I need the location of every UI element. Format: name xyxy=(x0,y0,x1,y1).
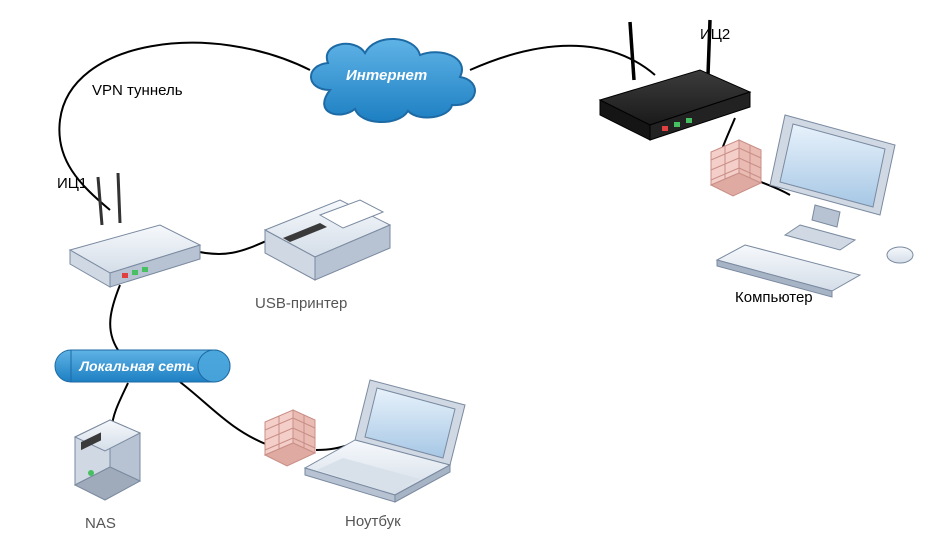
vpn-tunnel-label: VPN туннель xyxy=(92,82,183,99)
firewall2-icon xyxy=(711,140,761,196)
usb-printer-label: USB-принтер xyxy=(255,295,347,312)
connection-edge xyxy=(110,285,120,350)
computer-icon xyxy=(717,115,913,297)
connection-edge xyxy=(112,383,128,428)
laptop-label: Ноутбук xyxy=(345,513,401,530)
lan-pill-label: Локальная сеть xyxy=(78,358,194,374)
ic2-label: ИЦ2 xyxy=(700,26,730,43)
nas-icon xyxy=(75,420,140,500)
laptop-icon xyxy=(305,380,465,502)
firewall1-icon xyxy=(265,410,315,466)
connection-edge xyxy=(59,43,310,210)
printer-icon xyxy=(265,200,390,280)
ic1-label: ИЦ1 xyxy=(57,175,87,192)
diagram-canvas: Локальная сеть xyxy=(0,0,937,539)
lan-pill-icon: Локальная сеть xyxy=(55,350,230,382)
internet-label: Интернет xyxy=(346,67,427,84)
diagram-svg: Локальная сеть xyxy=(0,0,937,539)
connection-edge xyxy=(470,46,655,75)
connection-edge xyxy=(180,382,268,445)
computer-label: Компьютер xyxy=(735,289,813,306)
nas-label: NAS xyxy=(85,515,116,532)
